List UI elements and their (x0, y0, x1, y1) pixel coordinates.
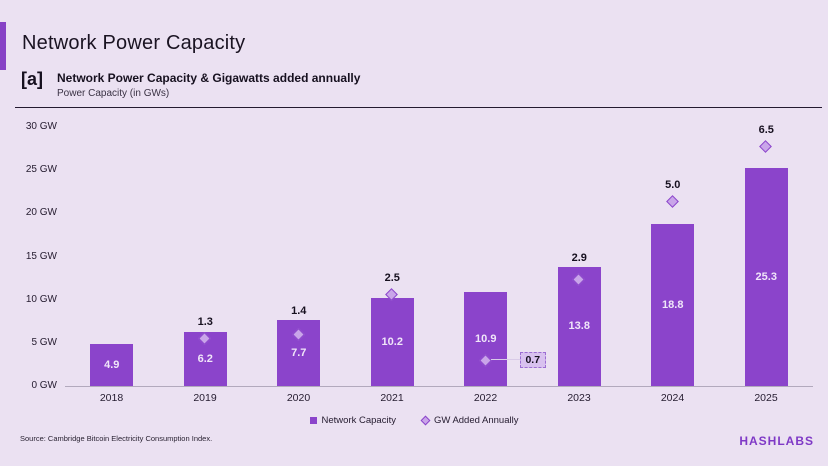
bar-value-label: 4.9 (104, 358, 120, 371)
year-label: 2018 (99, 392, 124, 404)
source-note: Source: Cambridge Bitcoin Electricity Co… (20, 434, 213, 443)
year-label: 2023 (567, 392, 591, 404)
gw-added-label: 6.5 (758, 123, 774, 136)
bar-value-label: 10.2 (381, 335, 403, 348)
gw-added-label: 1.3 (197, 315, 213, 328)
bar-value-label: 13.8 (568, 320, 590, 333)
gw-added-marker (759, 139, 773, 153)
y-tick-label: 25 GW (25, 164, 57, 176)
capacity-bar: 4.9 (90, 343, 134, 386)
gw-added-label: 2.5 (384, 271, 400, 284)
year-label: 2022 (473, 392, 498, 404)
year-label: 2025 (754, 392, 778, 404)
callout-line (490, 359, 520, 361)
capacity-bar: 25.3 (744, 167, 788, 386)
gw-added-label: 2.9 (571, 251, 587, 264)
y-tick-label: 30 GW (25, 121, 57, 132)
y-tick-label: 20 GW (25, 207, 57, 219)
legend-label: Network Capacity (321, 415, 396, 426)
gw-added-marker (665, 195, 679, 208)
legend-item-gw-added: GW Added Annually (420, 415, 519, 426)
chart-subtitle: Power Capacity (in GWs) (57, 88, 170, 99)
chart-legend: Network Capacity GW Added Annually (0, 415, 828, 426)
gw-added-label: 1.4 (291, 304, 307, 317)
bar-value-label: 6.2 (197, 353, 213, 366)
legend-label: GW Added Annually (433, 415, 519, 426)
brand-logo: HASHLABS (739, 434, 814, 448)
year-label: 2021 (380, 392, 404, 404)
bar-value-label: 10.9 (475, 332, 497, 345)
header-divider (15, 107, 822, 108)
plot-area: 4.9 2018 6.2 2019 1.3 7.7 2020 1.4 10.2 2021 2.5 10… (65, 123, 813, 404)
y-axis: 0 GW 5 GW 10 GW 15 GW 20 GW 25 GW 30 GW (0, 121, 57, 391)
diamond-swatch-icon (420, 415, 431, 426)
figure-tag: [a] (21, 69, 43, 89)
capacity-bar: 10.9 (464, 291, 508, 386)
bar-value-label: 25.3 (755, 270, 777, 283)
gw-added-callout: 0.7 (519, 352, 546, 369)
bar-value-label: 18.8 (662, 298, 684, 311)
y-tick-label: 10 GW (25, 293, 57, 305)
bar-value-label: 7.7 (291, 346, 307, 359)
year-label: 2024 (660, 392, 685, 404)
chart-title: Network Power Capacity & Gigawatts added… (57, 71, 361, 85)
capacity-bar: 18.8 (651, 223, 695, 386)
year-label: 2020 (286, 392, 311, 404)
capacity-bar: 13.8 (557, 266, 601, 386)
y-tick-label: 0 GW (31, 380, 57, 391)
y-tick-label: 15 GW (25, 250, 57, 262)
page-title: Network Power Capacity (22, 32, 246, 54)
bar-swatch-icon (309, 417, 317, 424)
capacity-bar: 10.2 (370, 297, 414, 386)
title-accent-bar (0, 22, 6, 70)
gw-added-label: 5.0 (665, 179, 681, 191)
legend-item-network-capacity: Network Capacity (309, 415, 396, 426)
y-tick-label: 5 GW (31, 336, 57, 348)
year-label: 2019 (193, 392, 217, 404)
